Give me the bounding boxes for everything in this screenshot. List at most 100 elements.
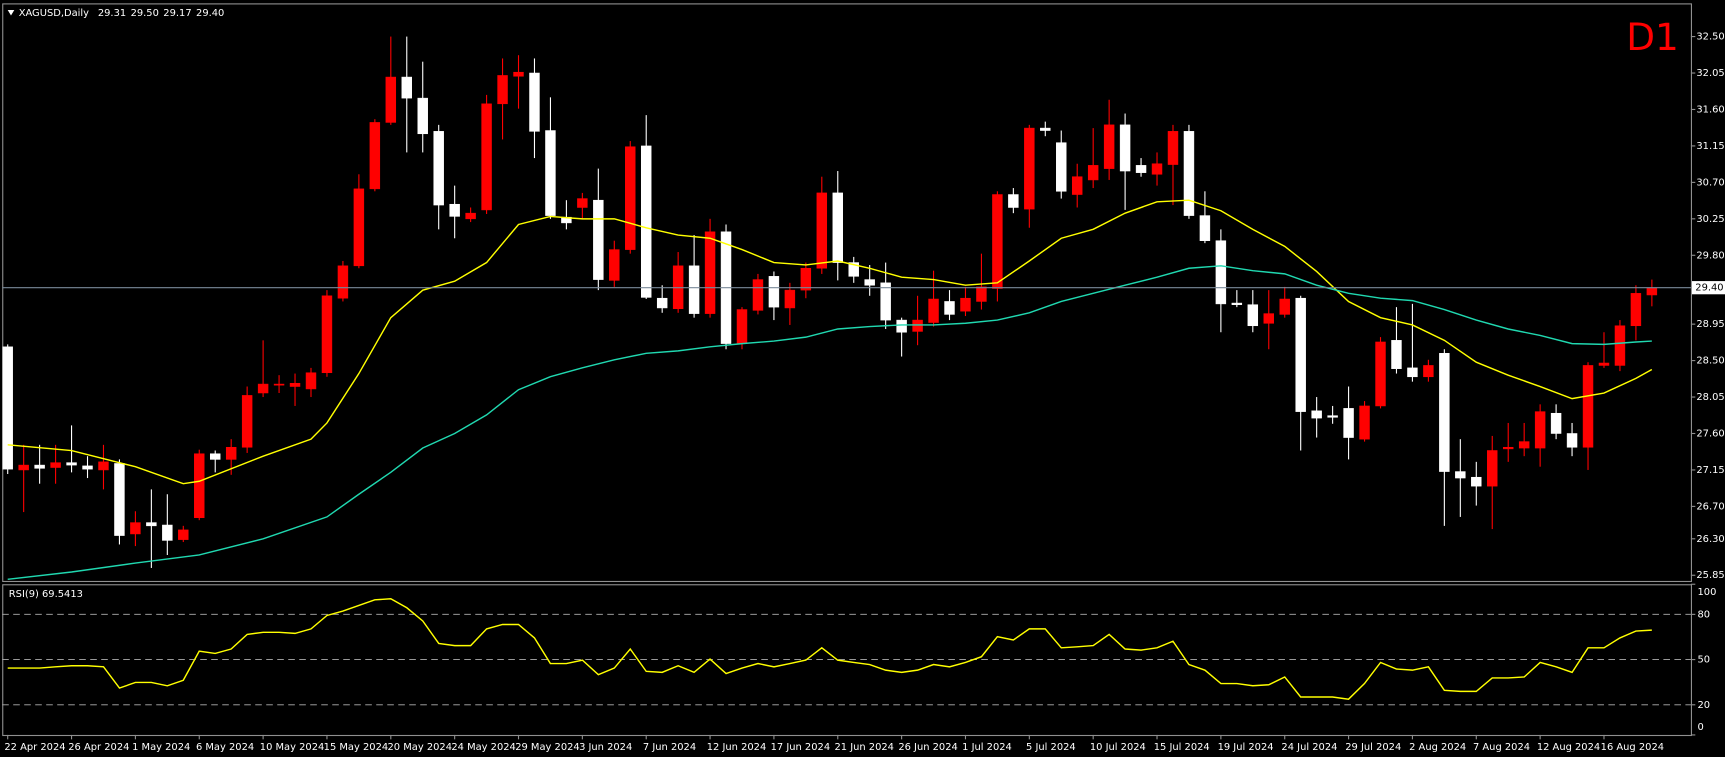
candle-body [194, 453, 205, 519]
candle-body [209, 453, 221, 460]
candle-body [1103, 124, 1115, 169]
candles [2, 36, 1658, 568]
candle-body [225, 446, 237, 460]
candle-body [545, 130, 556, 216]
candle-body [800, 267, 812, 291]
x-tick-label: 29 May 2024 [515, 742, 579, 753]
y-tick-label: 100 [1697, 587, 1716, 598]
candle-body [816, 192, 828, 269]
x-tick-label: 21 Jun 2024 [834, 742, 894, 753]
x-tick-label: 22 Apr 2024 [4, 742, 65, 753]
candle-body [385, 76, 397, 123]
candle-body [1502, 446, 1514, 450]
y-tick-label: 30.70 [1696, 177, 1724, 188]
candle-body [178, 529, 189, 540]
candle-body [1295, 297, 1306, 412]
y-tick-label: 28.50 [1696, 356, 1724, 367]
candle-body [82, 465, 93, 470]
main-frame [2, 3, 1692, 583]
candle-body [896, 319, 907, 333]
open-value: 29.31 [98, 8, 126, 19]
moving-average-line [7, 199, 1653, 485]
candle-body [529, 72, 540, 132]
x-tick-label: 1 May 2024 [132, 742, 190, 753]
candle-body [1375, 341, 1386, 407]
candle-body [577, 198, 588, 208]
x-tick-label: 2 Aug 2024 [1409, 742, 1466, 753]
candle-body [832, 192, 843, 263]
candle-body [1327, 415, 1338, 418]
x-tick-label: 5 Jul 2024 [1026, 742, 1076, 753]
candle-body [1279, 298, 1290, 315]
candle-body [1247, 304, 1259, 327]
x-tick-label: 3 Jun 2024 [579, 742, 632, 753]
menu-triangle [7, 9, 15, 16]
y-tick-label: 26.30 [1696, 534, 1724, 545]
candle-body [880, 282, 891, 321]
y-tick-label: 31.60 [1696, 104, 1724, 115]
candle-body [289, 382, 301, 387]
candle-body [960, 297, 971, 312]
candle-body [1646, 287, 1658, 296]
candle-body [640, 145, 652, 298]
x-tick-label: 26 Apr 2024 [68, 742, 129, 753]
candle-body [513, 71, 524, 77]
candle-body [98, 461, 109, 471]
x-tick-label: 24 May 2024 [451, 742, 516, 753]
candle-body [736, 309, 748, 344]
candle-body [18, 464, 29, 471]
y-tick-label: 29.80 [1696, 250, 1724, 261]
candle-body [1630, 293, 1642, 327]
x-tick-label: 7 Aug 2024 [1473, 742, 1530, 753]
candle-body [1614, 325, 1626, 366]
candle-body [1343, 408, 1354, 438]
candle-body [1231, 302, 1243, 305]
candle-body [1566, 433, 1578, 448]
candle-body [1151, 163, 1163, 175]
candle-body [1439, 353, 1450, 472]
chart-header: XAGUSD,Daily 29.31 29.50 29.17 29.40 [19, 8, 225, 19]
candle-body [609, 249, 620, 281]
candle-body [130, 522, 141, 535]
low-value: 29.17 [163, 8, 191, 19]
y-tick-label: 26.70 [1696, 501, 1724, 512]
candle-body [1534, 411, 1546, 449]
y-tick-label: 25.85 [1696, 570, 1724, 581]
candle-body [146, 522, 157, 527]
candle-body [656, 297, 668, 309]
rsi-line [7, 598, 1652, 700]
candle-body [1135, 165, 1147, 173]
x-tick-label: 16 Aug 2024 [1601, 742, 1664, 753]
x-tick-label: 24 Jul 2024 [1281, 742, 1337, 753]
candle-body [1391, 340, 1402, 369]
last-price-label: 29.40 [1695, 283, 1723, 294]
y-tick-label: 27.60 [1696, 428, 1724, 439]
candle-body [1183, 131, 1195, 216]
candle-body [1024, 127, 1035, 210]
candle-body [976, 286, 987, 302]
candle-body [752, 279, 764, 311]
close-value: 29.40 [196, 8, 224, 19]
timeframe-label: D1 [1626, 15, 1679, 59]
candle-body [2, 346, 13, 470]
candle-body [768, 276, 780, 308]
candle-body [369, 122, 381, 190]
y-tick-label: 20 [1697, 700, 1710, 711]
x-tick-label: 1 Jul 2024 [962, 742, 1012, 753]
candle-body [944, 301, 955, 315]
candle-body [1167, 131, 1179, 165]
candle-body [688, 265, 700, 314]
high-value: 29.50 [131, 8, 159, 19]
candle-body [1550, 412, 1562, 434]
candle-body [1215, 240, 1227, 305]
candle-body [1056, 142, 1067, 192]
candle-body [417, 97, 428, 135]
y-tick-label: 80 [1697, 609, 1710, 620]
candle-body [34, 464, 45, 469]
candle-body [1518, 441, 1530, 449]
candle-body [1423, 365, 1434, 378]
candle-body [449, 203, 460, 217]
candle-body [912, 319, 923, 332]
candle-body [593, 199, 604, 280]
